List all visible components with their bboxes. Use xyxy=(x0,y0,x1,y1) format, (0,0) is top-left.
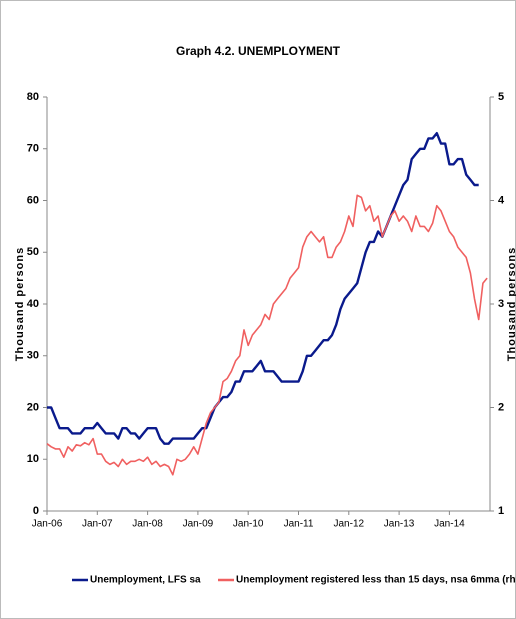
x-tick-label: Jan-11 xyxy=(284,519,314,530)
y-tick-label: 70 xyxy=(27,143,39,155)
x-tick-label: Jan-12 xyxy=(334,519,365,530)
series-line xyxy=(46,194,488,476)
x-tick-label: Jan-09 xyxy=(183,519,214,530)
series-line xyxy=(47,132,479,445)
x-tick-label: Jan-06 xyxy=(32,519,63,530)
y2-tick-label: 1 xyxy=(498,505,504,517)
y2-tick-label: 5 xyxy=(498,91,504,103)
y-tick-label: 0 xyxy=(33,505,39,517)
y-tick-label: 30 xyxy=(27,350,39,362)
x-tick-label: Jan-07 xyxy=(82,519,113,530)
y-axis-label: Thousand persons xyxy=(14,247,26,361)
y-tick-label: 40 xyxy=(27,298,39,310)
y-tick-label: 60 xyxy=(27,194,39,206)
y-tick-label: 10 xyxy=(27,453,39,465)
legend-label: Unemployment registered less than 15 day… xyxy=(236,575,516,586)
y2-tick-label: 3 xyxy=(498,298,504,310)
x-tick-label: Jan-13 xyxy=(384,519,415,530)
x-tick-label: Jan-08 xyxy=(132,519,163,530)
y2-tick-label: 2 xyxy=(498,401,504,413)
y2-axis-label: Thousand persons xyxy=(506,247,516,361)
y-tick-label: 80 xyxy=(27,91,39,103)
y-tick-label: 20 xyxy=(27,401,39,413)
x-tick-label: Jan-10 xyxy=(233,519,264,530)
x-tick-label: Jan-14 xyxy=(434,519,465,530)
y-tick-label: 50 xyxy=(27,246,39,258)
y2-tick-label: 4 xyxy=(498,194,505,206)
chart-title: Graph 4.2. UNEMPLOYMENT xyxy=(176,44,341,58)
legend-label: Unemployment, LFS sa xyxy=(90,575,201,586)
